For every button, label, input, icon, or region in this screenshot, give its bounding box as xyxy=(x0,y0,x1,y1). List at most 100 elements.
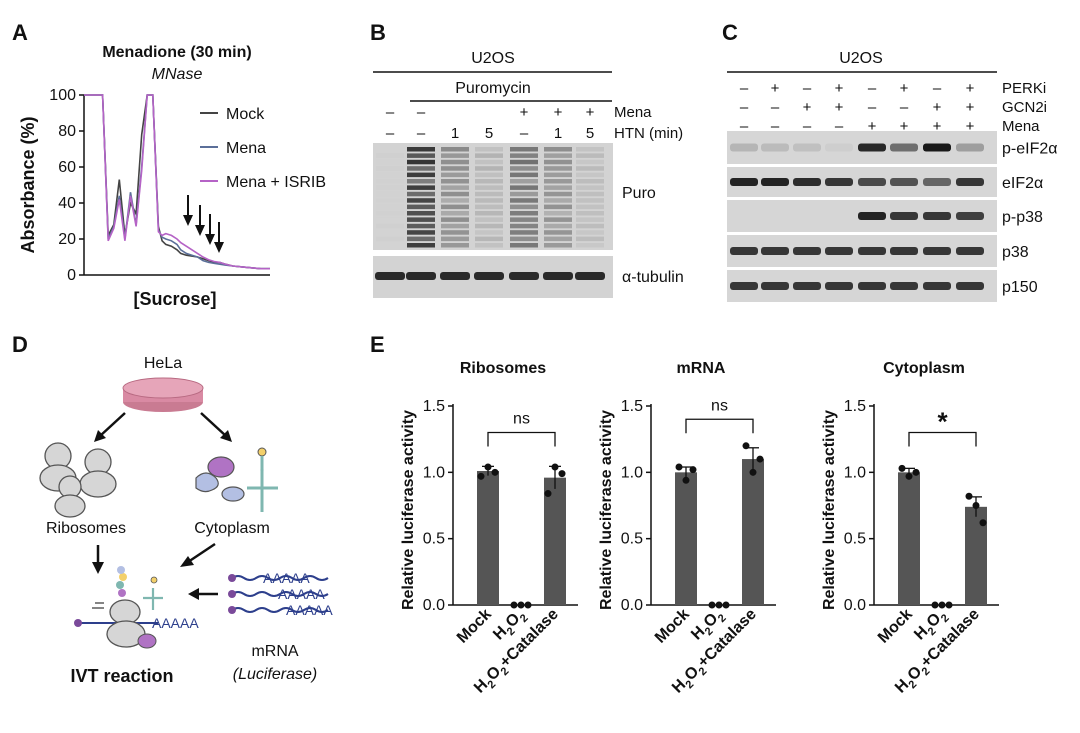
y-tick-label: 1.5 xyxy=(423,398,445,415)
lane-sign: 5 xyxy=(485,125,493,142)
blot-band xyxy=(858,212,886,220)
data-point xyxy=(524,601,532,609)
lane-sign: + xyxy=(586,104,595,121)
blot-band xyxy=(956,212,984,220)
y-axis-label: Absorbance (%) xyxy=(18,116,38,253)
band-label: p38 xyxy=(1002,244,1029,261)
blot-band xyxy=(761,178,789,186)
ribosome-icon xyxy=(39,442,117,518)
y-tick-label: 100 xyxy=(49,87,76,104)
puro-band xyxy=(510,217,538,222)
y-tick-label: 1.5 xyxy=(844,398,866,415)
y-tick-label: 0.0 xyxy=(423,597,445,614)
band-label: α-tubulin xyxy=(622,269,684,286)
treatment-label: GCN2i xyxy=(1002,99,1047,116)
puro-lanes xyxy=(376,147,604,248)
puro-band xyxy=(475,204,503,210)
blot-band xyxy=(923,247,951,255)
tubulin-band xyxy=(509,272,539,280)
row-label-mena: Mena xyxy=(614,104,652,121)
luciferase-label: (Luciferase) xyxy=(233,666,317,683)
significance-label: ns xyxy=(513,411,530,428)
line-series xyxy=(84,94,270,270)
blot-band xyxy=(730,143,758,152)
mrna-icon xyxy=(231,575,329,613)
tubulin-band xyxy=(474,272,504,280)
puro-band xyxy=(576,147,604,152)
lane-sign: + xyxy=(771,80,780,97)
lane-treatments: – – + + + – – 1 5 – 1 5 xyxy=(386,104,595,142)
tubulin-band xyxy=(543,272,573,280)
puro-band xyxy=(407,172,435,178)
puro-band xyxy=(544,147,572,152)
blot-band xyxy=(890,178,918,186)
significance-bracket xyxy=(487,431,556,447)
puro-band xyxy=(510,147,538,152)
puro-band xyxy=(475,217,503,222)
puro-band xyxy=(576,185,604,190)
lane-sign: + xyxy=(966,80,975,97)
puro-band xyxy=(376,172,404,178)
puro-band xyxy=(544,243,572,248)
puro-band xyxy=(441,230,469,235)
y-tick-label: 80 xyxy=(58,123,76,140)
panel-letter: B xyxy=(370,20,386,45)
puro-band xyxy=(407,147,435,152)
treatment-group-label: Puromycin xyxy=(455,80,531,97)
puro-band xyxy=(510,159,538,165)
blot-band xyxy=(923,212,951,220)
puro-band xyxy=(544,166,572,171)
data-point xyxy=(965,492,973,500)
band-label: Puro xyxy=(622,185,656,202)
bar-chart: Ribosomes 0.0 0.5 1.0 1.5 Relative luciferase… xyxy=(400,360,578,697)
tubulin-band xyxy=(375,272,405,280)
bar-chart: mRNA 0.0 0.5 1.0 1.5 Relative luciferase acti… xyxy=(598,360,776,697)
puro-band xyxy=(407,166,435,171)
data-point xyxy=(912,468,920,476)
mrna-cap-icon xyxy=(228,574,236,614)
puro-band xyxy=(441,159,469,165)
puro-band xyxy=(510,191,538,197)
lane-sign: – xyxy=(740,118,749,135)
polya-tail: AAAAA xyxy=(263,570,310,586)
row-label-htn: HTN (min) xyxy=(614,125,683,142)
puro-band xyxy=(407,223,435,229)
ivt-reaction-label: IVT reaction xyxy=(70,666,173,686)
data-point xyxy=(945,601,953,609)
puro-band xyxy=(376,243,404,248)
y-tick-label: 1.5 xyxy=(621,398,643,415)
puro-band xyxy=(407,230,435,235)
blot-band xyxy=(923,178,951,186)
puro-band xyxy=(544,153,572,158)
data-point xyxy=(972,502,980,509)
puro-band xyxy=(576,153,604,158)
puro-band xyxy=(407,179,435,184)
puro-band xyxy=(441,198,469,203)
lane-sign: + xyxy=(966,118,975,135)
puro-band xyxy=(576,204,604,210)
legend-entry: Mock xyxy=(226,106,265,123)
data-point xyxy=(708,601,716,609)
blot-band xyxy=(890,143,918,152)
legend-entry: Mena xyxy=(226,140,266,157)
puro-band xyxy=(441,191,469,197)
bar xyxy=(477,471,499,605)
puro-band xyxy=(544,204,572,210)
chart-title: Menadione (30 min) xyxy=(102,44,251,61)
data-point xyxy=(742,442,750,450)
puro-band xyxy=(576,223,604,229)
puro-band xyxy=(407,159,435,165)
puro-band xyxy=(544,179,572,184)
bar xyxy=(898,472,920,605)
blot-band xyxy=(825,178,853,186)
panel-b: B U2OS Puromycin – – + + + – – 1 5 – 1 5 Mena HTN (… xyxy=(370,20,684,298)
y-tick-label: 60 xyxy=(58,159,76,176)
blot-band xyxy=(761,282,789,290)
puro-band xyxy=(376,217,404,222)
puro-band xyxy=(475,211,503,216)
lane-sign: + xyxy=(835,99,844,116)
puro-band xyxy=(475,236,503,242)
panel-a: A Menadione (30 min) MNase 020406080100 … xyxy=(12,20,326,309)
data-point xyxy=(749,468,757,476)
puro-band xyxy=(441,236,469,242)
